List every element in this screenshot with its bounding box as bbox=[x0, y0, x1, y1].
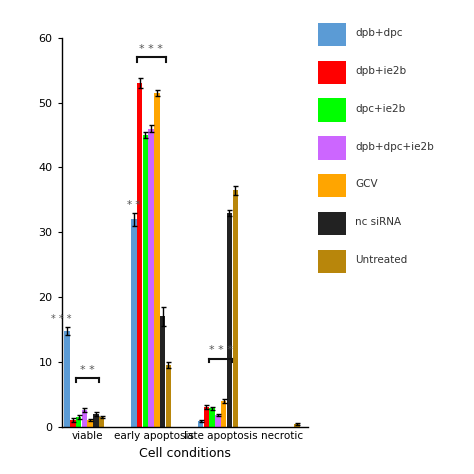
Bar bbox=[131, 219, 137, 427]
Bar bbox=[227, 213, 232, 427]
X-axis label: Cell conditions: Cell conditions bbox=[139, 447, 231, 460]
Bar bbox=[221, 401, 227, 427]
FancyBboxPatch shape bbox=[318, 249, 346, 273]
Text: nc siRNA: nc siRNA bbox=[355, 217, 401, 227]
FancyBboxPatch shape bbox=[318, 23, 346, 46]
Bar bbox=[215, 415, 221, 427]
Bar bbox=[294, 424, 300, 427]
Text: * * *: * * * bbox=[139, 44, 163, 54]
Bar bbox=[70, 420, 75, 427]
Text: GCV: GCV bbox=[355, 179, 378, 190]
Bar bbox=[204, 407, 209, 427]
Bar bbox=[143, 135, 148, 427]
Bar bbox=[210, 409, 215, 427]
Bar bbox=[233, 190, 238, 427]
Text: dpb+dpc: dpb+dpc bbox=[355, 28, 402, 38]
FancyBboxPatch shape bbox=[318, 61, 346, 84]
Bar bbox=[87, 420, 93, 427]
Bar bbox=[160, 317, 165, 427]
Bar bbox=[166, 365, 171, 427]
Bar bbox=[154, 93, 160, 427]
Text: dpc+ie2b: dpc+ie2b bbox=[355, 104, 405, 114]
Bar bbox=[64, 331, 70, 427]
FancyBboxPatch shape bbox=[318, 174, 346, 197]
Bar bbox=[93, 414, 99, 427]
Bar bbox=[99, 417, 104, 427]
Text: * * *: * * * bbox=[209, 346, 233, 356]
Bar bbox=[198, 421, 203, 427]
Text: * * *: * * * bbox=[51, 314, 72, 324]
Text: * *: * * bbox=[127, 200, 140, 210]
FancyBboxPatch shape bbox=[318, 136, 346, 160]
Text: * *: * * bbox=[80, 365, 95, 375]
Bar bbox=[82, 410, 87, 427]
FancyBboxPatch shape bbox=[318, 212, 346, 235]
FancyBboxPatch shape bbox=[318, 99, 346, 122]
Bar bbox=[137, 83, 142, 427]
Bar bbox=[148, 128, 154, 427]
Text: dpb+ie2b: dpb+ie2b bbox=[355, 66, 406, 76]
Bar bbox=[76, 417, 82, 427]
Text: Untreated: Untreated bbox=[355, 255, 407, 265]
Text: dpb+dpc+ie2b: dpb+dpc+ie2b bbox=[355, 142, 434, 152]
